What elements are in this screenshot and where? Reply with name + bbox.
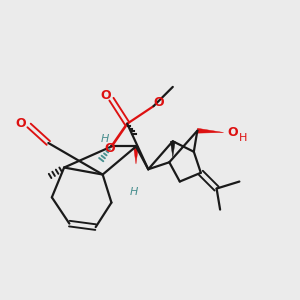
Text: O: O xyxy=(104,142,115,155)
Text: O: O xyxy=(15,117,26,130)
Text: O: O xyxy=(227,126,238,139)
Polygon shape xyxy=(197,128,224,133)
Polygon shape xyxy=(134,146,138,164)
Text: H: H xyxy=(239,133,247,143)
Text: H: H xyxy=(130,187,138,197)
Text: O: O xyxy=(101,89,112,102)
Text: H: H xyxy=(100,134,109,145)
Polygon shape xyxy=(170,141,175,157)
Text: O: O xyxy=(154,96,164,109)
